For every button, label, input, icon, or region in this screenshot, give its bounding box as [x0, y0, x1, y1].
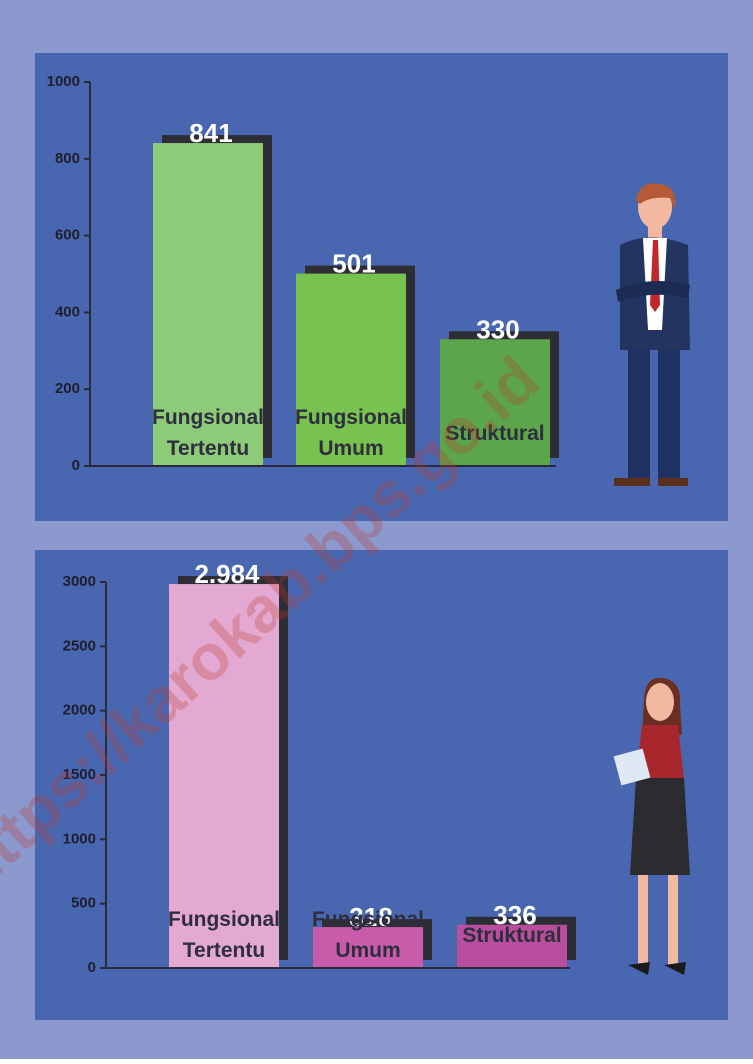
y-tick-label: 2500 [63, 637, 96, 654]
page: 02004006008001000841FungsionalTertentu50… [0, 0, 753, 1059]
value-label: 330 [476, 314, 519, 344]
y-tick-label: 600 [55, 227, 80, 244]
y-tick-label: 0 [88, 959, 96, 976]
y-tick-label: 3000 [63, 573, 96, 590]
y-tick-label: 500 [71, 895, 96, 912]
value-label: 841 [189, 118, 232, 148]
y-tick-label: 800 [55, 150, 80, 167]
y-tick-label: 1000 [47, 73, 80, 90]
y-tick-label: 1000 [63, 830, 96, 847]
y-tick-label: 0 [72, 457, 80, 474]
y-tick-label: 200 [55, 380, 80, 397]
category-label: Struktural [462, 924, 561, 947]
y-tick-label: 400 [55, 303, 80, 320]
value-label: 501 [332, 249, 375, 279]
